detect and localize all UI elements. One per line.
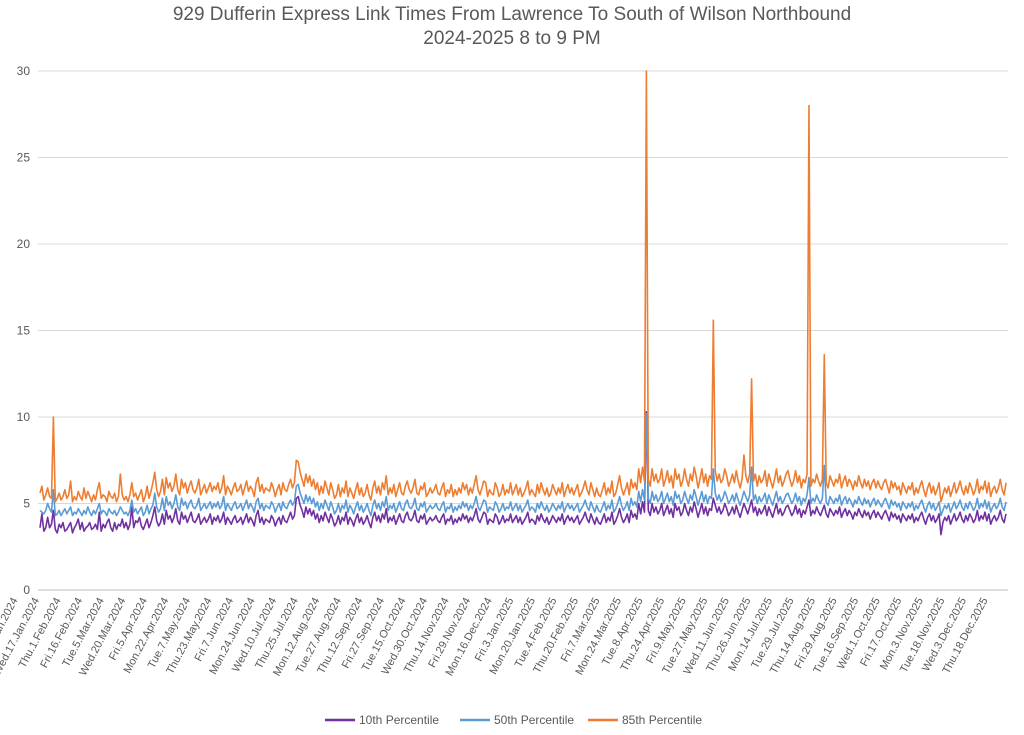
gridlines bbox=[38, 70, 1008, 591]
chart-title-block: 929 Dufferin Express Link Times From Law… bbox=[0, 3, 1024, 51]
legend-label: 50th Percentile bbox=[494, 713, 574, 727]
legend: 10th Percentile 50th Percentile 85th Perce… bbox=[325, 713, 702, 727]
chart-title: 929 Dufferin Express Link Times From Law… bbox=[172, 4, 852, 25]
y-tick-label: 0 bbox=[23, 583, 30, 597]
series-line-1 bbox=[39, 411, 1007, 536]
series-line-2 bbox=[39, 412, 1007, 517]
legend-label: 10th Percentile bbox=[359, 713, 439, 727]
series-line-3 bbox=[39, 70, 1007, 503]
series-lines bbox=[39, 70, 1007, 536]
chart-subtitle: 2024-2025 8 to 9 PM bbox=[423, 28, 601, 49]
y-tick-label: 25 bbox=[17, 151, 31, 165]
y-axis-ticks: 0 5 10 15 20 25 30 bbox=[17, 64, 31, 597]
y-tick-label: 5 bbox=[23, 497, 30, 511]
x-axis-ticks: Tue.2.Jan.2024Wed.17.Jan.2024Thu.1.Feb.2… bbox=[0, 596, 991, 678]
legend-label: 85th Percentile bbox=[622, 713, 702, 727]
y-tick-label: 20 bbox=[17, 237, 31, 251]
y-tick-label: 10 bbox=[17, 410, 31, 424]
y-tick-label: 15 bbox=[17, 324, 31, 338]
y-tick-label: 30 bbox=[17, 64, 31, 78]
